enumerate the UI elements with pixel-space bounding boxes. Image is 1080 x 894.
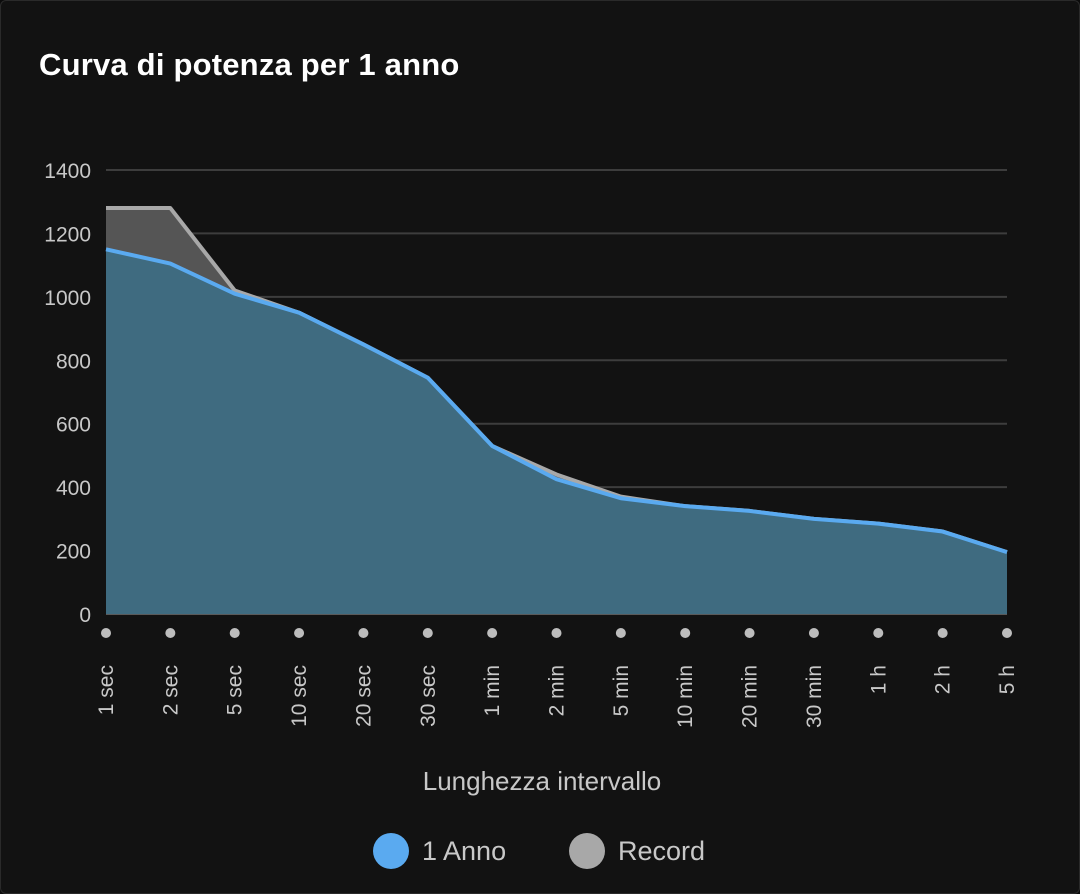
x-tick-label: 10 min <box>674 665 697 728</box>
x-tick-label: 1 min <box>481 665 504 716</box>
legend-swatch-record <box>569 833 605 869</box>
legend-label-1-anno: 1 Anno <box>422 836 506 866</box>
x-tick-dot <box>615 628 626 638</box>
x-tick-dot <box>1002 628 1012 638</box>
x-tick-label: 30 sec <box>417 665 440 727</box>
x-tick-label: 5 sec <box>224 665 247 715</box>
x-tick-dot <box>229 628 240 638</box>
x-tick-label: 2 sec <box>159 665 182 715</box>
x-tick-dot <box>294 628 305 638</box>
x-tick-dot <box>744 628 755 638</box>
x-tick-label: 5 min <box>610 665 633 716</box>
x-tick-label: 1 sec <box>95 665 118 715</box>
x-tick-dot <box>551 628 562 638</box>
x-tick-dot <box>808 628 819 638</box>
legend-label-record: Record <box>618 836 705 866</box>
y-tick-label: 1000 <box>44 287 91 310</box>
x-axis-title: Lunghezza intervallo <box>423 766 662 796</box>
y-tick-label: 600 <box>56 414 91 437</box>
x-tick-dot <box>487 628 498 638</box>
x-tick-dot <box>422 628 433 638</box>
y-tick-label: 800 <box>56 350 91 373</box>
y-tick-label: 1400 <box>44 160 91 183</box>
y-tick-label: 1200 <box>44 223 91 246</box>
x-tick-dot <box>873 628 884 638</box>
one-year-area <box>106 249 1007 615</box>
legend-swatch-1-anno <box>373 833 409 869</box>
y-tick-label: 0 <box>79 604 91 627</box>
x-tick-dot <box>358 628 369 638</box>
y-tick-label: 200 <box>56 541 91 564</box>
x-tick-dot <box>101 628 111 638</box>
one-year-line <box>105 247 1008 555</box>
x-tick-dot <box>680 628 691 638</box>
x-tick-label: 10 sec <box>288 665 311 727</box>
x-tick-dot <box>165 628 176 638</box>
x-tick-label: 20 sec <box>352 665 375 727</box>
x-tick-dot <box>937 628 948 638</box>
x-tick-label: 2 min <box>546 665 569 716</box>
chart-title: Curva di potenza per 1 anno <box>39 47 460 82</box>
x-tick-label: 30 min <box>803 665 826 728</box>
y-tick-label: 400 <box>56 477 91 500</box>
x-tick-label: 2 h <box>932 665 955 694</box>
x-tick-label: 1 h <box>867 665 890 694</box>
x-tick-label: 5 h <box>996 665 1019 694</box>
x-tick-label: 20 min <box>739 665 762 728</box>
